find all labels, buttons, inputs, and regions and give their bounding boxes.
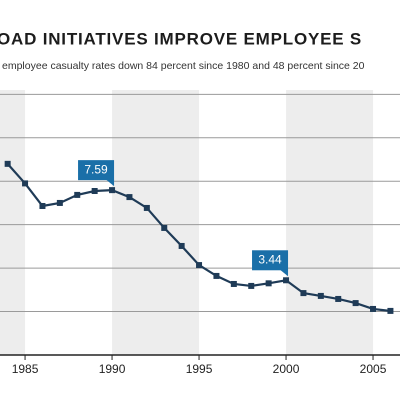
chart-title: OAD INITIATIVES IMPROVE EMPLOYEE S xyxy=(0,29,362,48)
x-tick-label: 1985 xyxy=(12,362,39,376)
x-tick-label: 1990 xyxy=(99,362,126,376)
data-point xyxy=(161,224,168,231)
data-label-text: 3.44 xyxy=(258,252,282,266)
data-label-pointer xyxy=(106,179,115,187)
data-label-pointer xyxy=(280,269,289,277)
x-tick-label: 2000 xyxy=(273,362,300,376)
data-label-box xyxy=(78,160,115,181)
data-point xyxy=(109,187,116,194)
data-point xyxy=(126,194,133,201)
data-label-box xyxy=(252,250,289,271)
data-point xyxy=(265,280,272,287)
data-point xyxy=(178,242,185,249)
data-label-text: 7.59 xyxy=(84,162,108,176)
chart-subtitle: employee casualty rates down 84 percent … xyxy=(2,60,365,72)
data-point xyxy=(230,280,237,287)
data-point xyxy=(39,202,46,209)
data-point xyxy=(370,305,377,312)
data-label: 3.44 xyxy=(252,250,289,277)
data-point xyxy=(196,262,203,269)
data-label: 7.59 xyxy=(78,160,115,187)
data-point xyxy=(143,204,150,211)
x-tick-label: 1995 xyxy=(186,362,213,376)
data-point xyxy=(56,199,63,206)
data-point xyxy=(352,300,359,307)
data-point xyxy=(387,307,394,314)
data-point xyxy=(4,160,11,167)
shade-band xyxy=(0,90,26,355)
data-point xyxy=(283,277,290,284)
data-point xyxy=(300,290,307,297)
data-point xyxy=(74,191,81,198)
data-point xyxy=(91,188,98,195)
shade-band xyxy=(112,90,200,355)
x-tick-label: 2005 xyxy=(360,362,387,376)
shade-band xyxy=(286,90,374,355)
data-point xyxy=(335,295,342,302)
data-point xyxy=(248,282,255,289)
data-point xyxy=(213,272,220,279)
data-point xyxy=(22,180,29,187)
data-point xyxy=(317,292,324,299)
